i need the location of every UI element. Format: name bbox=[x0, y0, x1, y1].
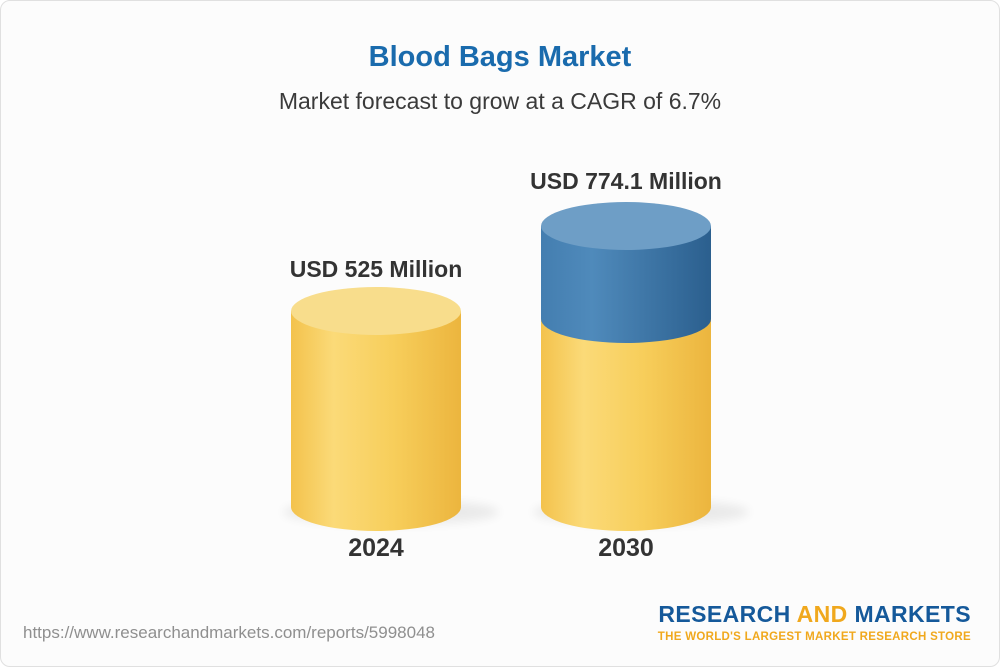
value-label-2030: USD 774.1 Million bbox=[530, 168, 722, 194]
research-and-markets-logo: RESEARCH AND MARKETS THE WORLD'S LARGEST… bbox=[658, 601, 971, 643]
logo-word-markets: MARKETS bbox=[854, 601, 971, 627]
cylinder-2024 bbox=[291, 287, 461, 531]
cylinder-2024-top bbox=[291, 287, 461, 335]
logo-word-and: AND bbox=[796, 601, 848, 627]
category-label-2024: 2024 bbox=[348, 534, 404, 562]
cylinder-2030-top bbox=[541, 202, 711, 250]
logo-tagline: THE WORLD'S LARGEST MARKET RESEARCH STOR… bbox=[657, 631, 971, 643]
logo-wordmark: RESEARCH AND MARKETS bbox=[658, 601, 971, 628]
category-label-2030: 2030 bbox=[598, 534, 654, 562]
report-url: https://www.researchandmarkets.com/repor… bbox=[23, 623, 435, 642]
page-title: Blood Bags Market bbox=[368, 41, 632, 73]
cylinder-2030-gold-body bbox=[541, 319, 711, 507]
page-subtitle: Market forecast to grow at a CAGR of 6.7… bbox=[278, 88, 722, 114]
bar-chart bbox=[283, 202, 749, 531]
cylinder-2030 bbox=[541, 202, 711, 531]
cylinder-2024-body bbox=[291, 311, 461, 507]
logo-word-research: RESEARCH bbox=[658, 601, 791, 627]
value-label-2024: USD 525 Million bbox=[289, 256, 463, 282]
